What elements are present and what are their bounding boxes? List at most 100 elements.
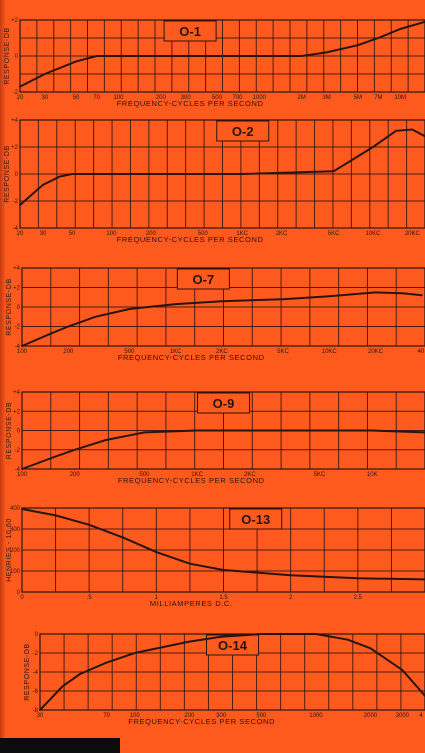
x-tick-label: .5 xyxy=(87,595,93,601)
x-tick-label: 2.5 xyxy=(354,595,363,601)
y-tick-label: -4 xyxy=(15,467,21,473)
y-tick-label: 0 xyxy=(35,632,39,638)
x-tick-label: 70 xyxy=(93,95,100,101)
x-tick-label: 5KC xyxy=(328,231,340,237)
x-tick-label: 1KC xyxy=(236,231,248,237)
x-tick-label: 2KC xyxy=(244,472,256,478)
y-tick-label: -2 xyxy=(15,325,21,331)
chart-o-13: 400 300 200 100 00 .5 1 1.5 2 2.5 MILLIAMPERES D.C… xyxy=(6,506,425,608)
y-tick-label: +4 xyxy=(13,266,21,272)
x-tick-label: 1KC xyxy=(191,472,203,478)
x-tick-label: 30 xyxy=(37,713,44,719)
y-tick-label: -4 xyxy=(15,344,21,350)
chart-title-box xyxy=(163,20,217,42)
y-tick-label: -2 xyxy=(33,651,39,657)
x-tick-label: 1KC xyxy=(170,349,182,355)
response-curve xyxy=(19,128,425,206)
x-tick-label: 0 xyxy=(20,595,24,601)
x-tick-label: 10KC xyxy=(322,349,338,355)
chart-title: O-2 xyxy=(232,124,254,139)
x-tick-label: 20 xyxy=(17,231,24,237)
y-axis-label: RESPONSE-DB xyxy=(6,278,13,336)
y-tick-label: -4 xyxy=(33,670,39,676)
x-tick-label: 10KC xyxy=(365,231,381,237)
x-tick-label: 1000 xyxy=(309,713,323,719)
y-tick-label: 0 xyxy=(17,429,21,435)
y-tick-label: -4 xyxy=(13,226,19,232)
y-tick-label: +2 xyxy=(13,286,21,292)
y-tick-label: -6 xyxy=(33,689,39,695)
x-tick-label: 40 xyxy=(418,349,425,355)
x-tick-label: 2M xyxy=(298,95,306,101)
x-tick-label: 2 xyxy=(289,595,293,601)
x-tick-label: 500 xyxy=(139,472,150,478)
plot-frame xyxy=(21,267,425,347)
chart-title: O-14 xyxy=(218,638,248,653)
plot-frame xyxy=(21,391,425,470)
x-tick-label: 300 xyxy=(181,95,192,101)
x-tick-label: 200 xyxy=(70,472,81,478)
x-axis-label: MILLIAMPERES D.C. xyxy=(150,599,233,608)
x-tick-label: 7M xyxy=(374,95,382,101)
x-tick-label: 500 xyxy=(212,95,223,101)
y-tick-label: 0 xyxy=(17,305,21,311)
y-axis-label: RESPONSE-DB xyxy=(24,643,31,701)
x-tick-label: 100 xyxy=(17,472,28,478)
y-tick-label: 0 xyxy=(15,54,19,60)
x-tick-label: 5M xyxy=(354,95,362,101)
x-tick-label: 4 xyxy=(419,713,423,719)
y-tick-label: -8 xyxy=(33,708,39,714)
x-tick-label: 10K xyxy=(367,472,378,478)
plot-frame xyxy=(39,633,425,711)
x-tick-label: 100 xyxy=(106,231,117,237)
x-tick-label: 30 xyxy=(40,231,47,237)
y-tick-label: +4 xyxy=(13,390,21,396)
x-tick-label: 200 xyxy=(184,713,195,719)
x-tick-label: 300 xyxy=(216,713,227,719)
chart-o-14: 0 -2 -4 -6 -830 70 100 200 300 500 1000 2000 3000 4 FR… xyxy=(24,632,425,726)
chart-title-box xyxy=(176,268,230,290)
y-tick-label: -2 xyxy=(13,90,19,96)
response-curve xyxy=(21,508,425,581)
plot-frame xyxy=(21,507,425,593)
y-tick-label: +2 xyxy=(13,409,21,415)
x-tick-label: 20 xyxy=(17,95,24,101)
x-tick-label: 100 xyxy=(113,95,124,101)
y-tick-label: 0 xyxy=(15,172,19,178)
y-tick-label: -2 xyxy=(13,199,19,205)
y-axis-label: RESPONSE-DB xyxy=(4,145,11,203)
x-tick-label: 3M xyxy=(322,95,330,101)
y-tick-label: -2 xyxy=(15,448,21,454)
y-tick-label: 200 xyxy=(10,548,21,554)
chart-title: O-1 xyxy=(179,24,201,39)
x-tick-label: 1.5 xyxy=(219,595,228,601)
chart-title-box xyxy=(229,508,283,530)
x-tick-label: 50 xyxy=(69,231,76,237)
x-axis-label: FREQUENCY-CYCLES PER SECOND xyxy=(117,99,264,108)
x-axis-label: FREQUENCY-CYCLES PER SECOND xyxy=(118,353,265,362)
y-tick-label: +4 xyxy=(11,118,19,124)
x-tick-label: 2KC xyxy=(216,349,228,355)
chart-title-box xyxy=(197,392,250,414)
bottom-black-bar xyxy=(0,738,120,753)
y-tick-label: 400 xyxy=(10,506,21,512)
x-axis-label: FREQUENCY-CYCLES PER SECOND xyxy=(117,235,264,244)
y-tick-label: 0 xyxy=(17,590,21,596)
x-tick-label: 70 xyxy=(103,713,110,719)
x-tick-label: 3000 xyxy=(396,713,410,719)
y-tick-label: 300 xyxy=(10,527,21,533)
y-axis-label: RESPONSE-DB xyxy=(4,27,11,85)
x-tick-label: 2000 xyxy=(364,713,378,719)
x-tick-label: 500 xyxy=(124,349,135,355)
x-tick-label: 5KC xyxy=(314,472,326,478)
chart-title: O-13 xyxy=(241,512,270,527)
plot-frame xyxy=(19,119,425,229)
x-tick-label: 500 xyxy=(256,713,267,719)
chart-title-box xyxy=(216,120,270,142)
response-curve xyxy=(19,20,425,88)
y-tick-label: 100 xyxy=(10,569,21,575)
x-tick-label: 30 xyxy=(41,95,48,101)
response-curve xyxy=(21,429,425,470)
